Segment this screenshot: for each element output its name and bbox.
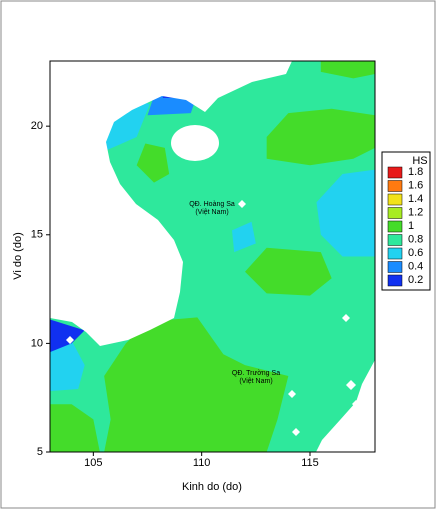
- legend-swatch: [387, 207, 403, 219]
- contour-region: [136, 143, 170, 183]
- x-axis-label: Kinh do (do): [182, 481, 242, 493]
- legend-swatch: [387, 274, 403, 287]
- contour-region: [104, 317, 289, 452]
- x-tick-label: 110: [193, 457, 211, 469]
- contour-region: [232, 221, 256, 253]
- contour-region: [245, 247, 332, 296]
- x-tick-label: 105: [84, 457, 102, 469]
- y-axis-label: Vi do (do): [12, 232, 24, 280]
- annotation: QĐ. Trường Sa: [232, 370, 280, 377]
- legend-title: HS: [412, 155, 427, 167]
- legend-label: 1.2: [408, 206, 423, 218]
- legend-swatch: [387, 180, 403, 192]
- contour-region: [266, 108, 375, 166]
- annotation: QĐ. Hoàng Sa: [189, 201, 235, 208]
- y-tick-label: 20: [31, 120, 43, 132]
- legend-swatch: [387, 247, 403, 260]
- annotation: (Việt Nam): [195, 209, 228, 216]
- island: [171, 125, 219, 161]
- mainland: [50, 61, 292, 346]
- legend-label: 0.2: [408, 274, 423, 286]
- contour-region: [320, 61, 375, 79]
- y-tick-label: 15: [31, 229, 43, 241]
- land: [50, 61, 375, 452]
- legend-label: 1.4: [408, 193, 423, 205]
- legend-label: 1: [408, 220, 414, 232]
- contour-region: [50, 319, 85, 353]
- island: [316, 359, 375, 452]
- contour-region: [50, 404, 100, 452]
- legend-swatch: [387, 193, 403, 206]
- plot-frame: [49, 60, 376, 453]
- y-tick-label: 5: [37, 446, 43, 458]
- legend-swatch: [387, 166, 403, 179]
- legend-swatch: [387, 234, 403, 246]
- legend-swatch: [387, 220, 403, 233]
- contour-region: [316, 169, 375, 257]
- annotation: (Việt Nam): [239, 378, 272, 385]
- legend-label: 1.6: [408, 179, 423, 191]
- legend-label: 0.8: [408, 233, 423, 245]
- y-tick-label: 10: [31, 337, 43, 349]
- contour-field: [50, 61, 375, 452]
- legend-label: 1.8: [408, 166, 423, 178]
- x-tick-label: 115: [301, 457, 319, 469]
- legend-label: 0.6: [408, 247, 423, 259]
- legend-swatch: [387, 261, 403, 273]
- legend-label: 0.4: [408, 260, 423, 272]
